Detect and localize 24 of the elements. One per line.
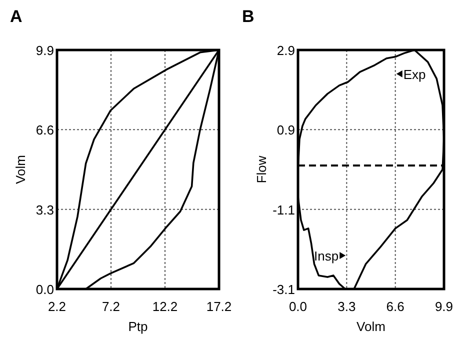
y-axis-title: Volm (13, 155, 28, 184)
x-tick-label: 0.0 (288, 299, 308, 314)
y-tick-label: 3.3 (36, 202, 54, 218)
x-tick-label: 17.2 (206, 299, 232, 314)
y-axis-title: Flow (254, 155, 269, 184)
x-tick-label: 3.3 (338, 299, 356, 314)
y-tick-label: -3.1 (272, 282, 295, 297)
annotation: Exp (403, 66, 426, 82)
x-tick-label: 9.9 (434, 299, 454, 314)
y-tick-label: -1.1 (272, 202, 295, 218)
x-tick-label: 7.2 (102, 299, 120, 314)
x-tick-label: 2.2 (48, 299, 66, 314)
chart-title: A (10, 7, 22, 26)
y-tick-label: 0.0 (36, 282, 54, 297)
y-tick-label: 6.6 (36, 122, 54, 138)
y-tick-label: 0.9 (276, 122, 295, 138)
x-axis-title: Ptp (128, 319, 148, 334)
annotation: Insp (314, 248, 339, 264)
x-tick-label: 12.2 (152, 299, 178, 314)
y-tick-label: 9.9 (36, 43, 54, 58)
y-tick-label: 2.9 (276, 43, 295, 58)
chart-title: B (242, 7, 254, 26)
x-tick-label: 6.6 (386, 299, 404, 314)
x-axis-title: Volm (356, 319, 386, 334)
